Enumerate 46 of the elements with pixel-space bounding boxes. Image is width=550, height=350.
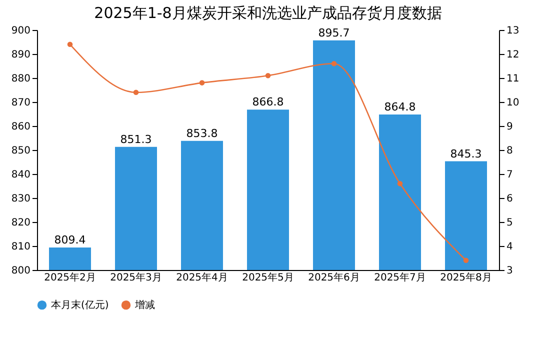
y2-tick-label: 12 xyxy=(506,50,520,60)
y-tick-label: 870 xyxy=(11,98,30,108)
point xyxy=(331,60,337,66)
data-label: 845.3 xyxy=(450,147,482,160)
y-tick-label: 850 xyxy=(11,146,30,156)
y-tick-label: 890 xyxy=(11,50,30,60)
data-label: 895.7 xyxy=(318,26,350,40)
y-tick-label: 800 xyxy=(11,266,30,276)
y2-tick-label: 13 xyxy=(506,26,520,36)
x-tick-label: 2025年4月 xyxy=(176,272,228,284)
point xyxy=(463,258,469,264)
point xyxy=(199,80,205,86)
x-tick-label: 2025年3月 xyxy=(110,272,162,284)
point xyxy=(67,42,73,48)
legend-label: 增减 xyxy=(134,299,155,312)
y2-tick-label: 5 xyxy=(506,218,513,228)
y2-tick-label: 6 xyxy=(506,194,513,204)
x-tick-label: 2025年5月 xyxy=(242,272,294,284)
data-label: 851.3 xyxy=(120,132,152,146)
y-tick-label: 900 xyxy=(11,26,30,36)
y2-tick-label: 3 xyxy=(506,266,513,276)
data-label: 866.8 xyxy=(252,96,284,109)
data-label: 809.4 xyxy=(54,233,86,246)
point xyxy=(133,90,139,96)
data-label: 864.8 xyxy=(384,100,416,114)
y2-tick-label: 7 xyxy=(506,170,513,180)
y2-tick-label: 4 xyxy=(506,242,513,252)
x-tick-label: 2025年6月 xyxy=(308,272,360,284)
y2-tick-label: 9 xyxy=(506,122,513,132)
x-tick-label: 2025年2月 xyxy=(44,272,96,284)
point xyxy=(397,180,403,186)
y-tick-label: 830 xyxy=(11,194,30,204)
legend-label: 本月末(亿元) xyxy=(51,299,109,312)
y-tick-label: 880 xyxy=(11,74,30,84)
y-tick-label: 820 xyxy=(11,218,30,228)
x-tick-label: 2025年7月 xyxy=(374,272,426,284)
y2-tick-label: 11 xyxy=(506,74,520,84)
y-tick-label: 860 xyxy=(11,122,30,132)
y2-tick-label: 8 xyxy=(506,146,513,156)
y2-tick-label: 10 xyxy=(506,98,520,108)
x-tick-label: 2025年8月 xyxy=(440,272,492,284)
y-tick-label: 810 xyxy=(11,242,30,252)
point xyxy=(265,72,271,78)
chart-title: 2025年1-8月煤炭开采和洗选业产成品存货月度数据 xyxy=(94,4,442,22)
y-tick-label: 840 xyxy=(11,170,30,180)
data-label: 853.8 xyxy=(186,126,218,140)
